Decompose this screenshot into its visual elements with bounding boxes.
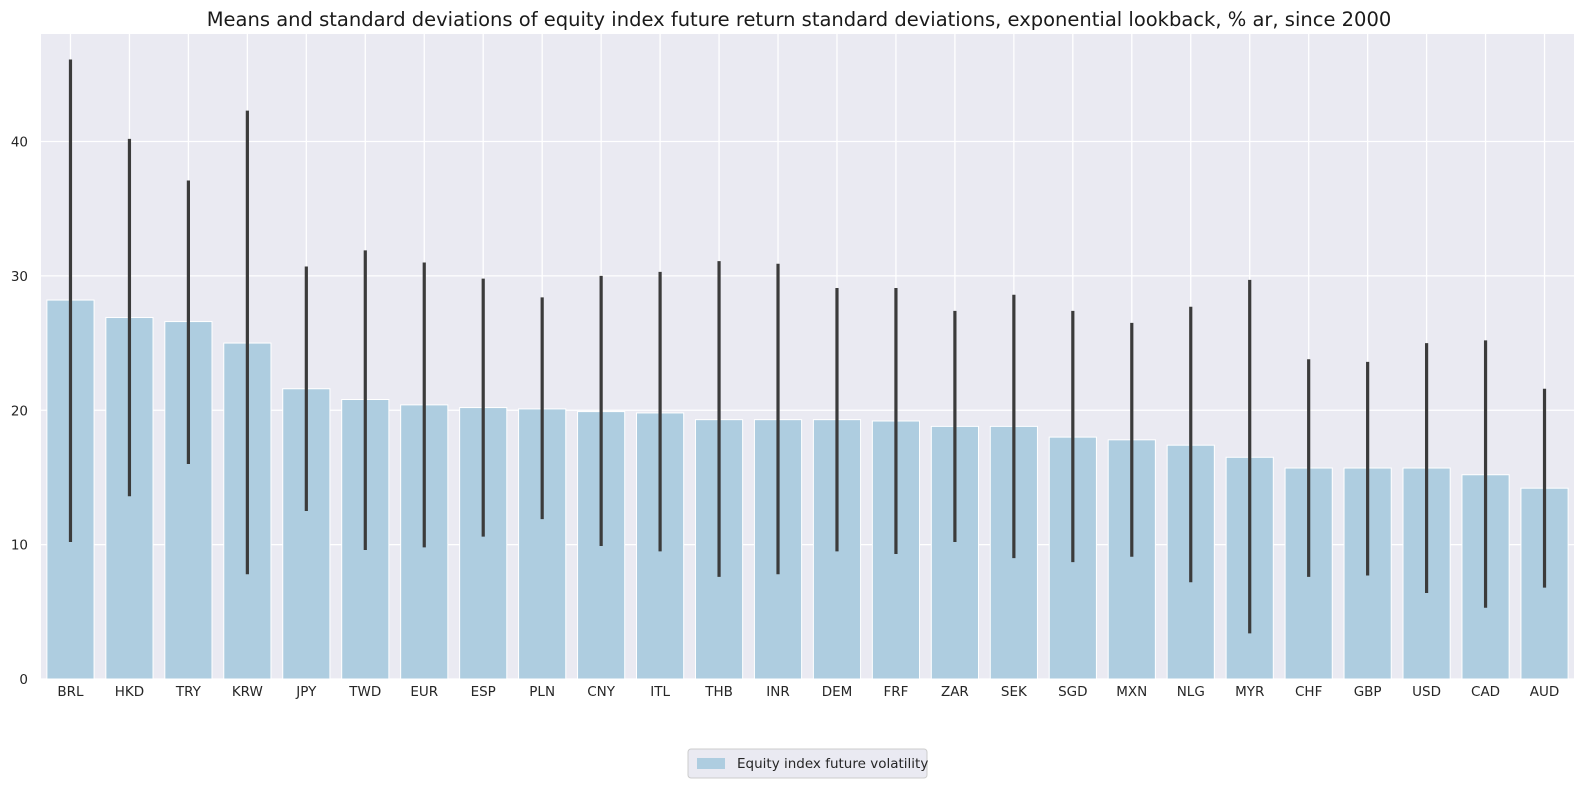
x-tick-label: SGD [1058,684,1087,700]
x-tick-label: TWD [348,684,381,700]
x-tick-label: INR [766,684,789,700]
x-tick-label: AUD [1530,684,1560,700]
x-tick-label: JPY [295,684,317,700]
x-tick-label: CHF [1295,684,1322,700]
y-axis: 0 10 20 30 40 [11,135,28,689]
x-tick-label: SEK [1001,684,1028,700]
x-tick-label: MXN [1116,684,1147,700]
x-tick-label: ITL [650,684,670,700]
x-tick-label: FRF [883,684,908,700]
y-tick-label: 40 [11,135,28,151]
legend: Equity index future volatility [687,748,928,779]
x-tick-label: TRY [175,684,202,700]
x-axis: BRL HKD TRY KRW JPY TWD EUR ESP PLN CNY ITL THB INR D… [57,684,1559,700]
x-tick-label: MYR [1235,684,1264,700]
x-tick-label: NLG [1177,684,1205,700]
y-tick-label: 0 [19,672,28,688]
x-tick-label: GBP [1354,684,1382,700]
x-tick-label: CNY [587,684,616,700]
x-tick-label: ESP [471,684,496,700]
x-tick-label: EUR [410,684,438,700]
x-tick-label: ZAR [941,684,969,700]
x-tick-label: CAD [1471,684,1500,700]
chart-title: Means and standard deviations of equity … [207,8,1392,31]
y-tick-label: 20 [11,403,28,419]
legend-label: Equity index future volatility [737,756,928,772]
y-tick-label: 10 [11,538,28,554]
legend-box [687,748,928,779]
x-tick-label: THB [704,684,733,700]
y-tick-label: 30 [11,269,28,285]
legend-swatch [697,758,725,769]
x-tick-label: HKD [115,684,144,700]
x-tick-label: KRW [232,684,263,700]
x-tick-label: USD [1412,684,1441,700]
error-bars [68,59,1547,634]
x-tick-label: BRL [57,684,84,700]
x-tick-label: PLN [529,684,555,700]
x-tick-label: DEM [822,684,853,700]
